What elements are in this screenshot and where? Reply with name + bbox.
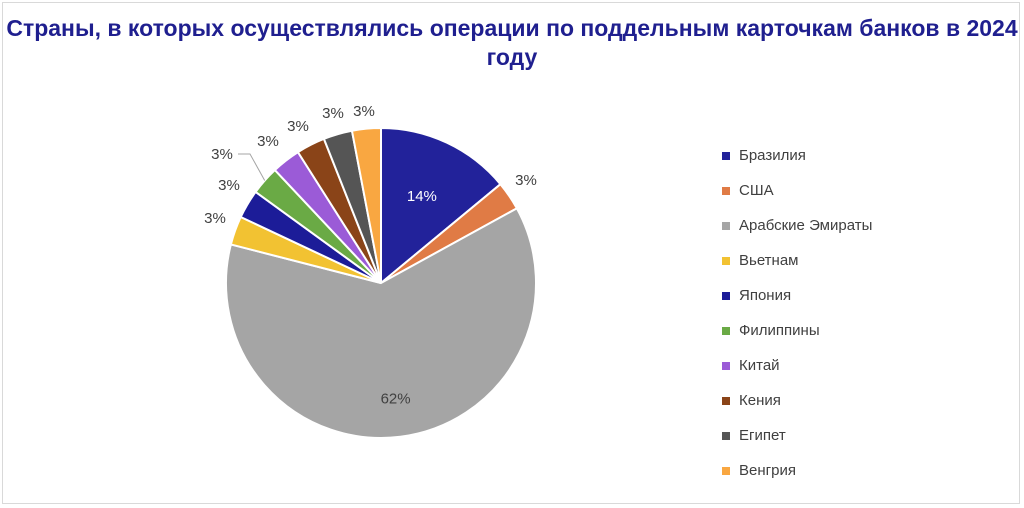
legend-item-вьетнам: Вьетнам bbox=[722, 243, 872, 278]
legend-label: Египет bbox=[739, 427, 786, 444]
legend-swatch bbox=[722, 361, 730, 370]
legend-swatch bbox=[722, 186, 730, 195]
legend-label: Китай bbox=[739, 357, 780, 374]
data-label-япония: 3% bbox=[218, 177, 240, 194]
legend-label: Вьетнам bbox=[739, 252, 799, 269]
legend-swatch bbox=[722, 326, 730, 335]
data-label-филиппины: 3% bbox=[211, 146, 233, 163]
legend-swatch bbox=[722, 291, 730, 300]
legend-swatch bbox=[722, 466, 730, 475]
legend-label: Филиппины bbox=[739, 322, 820, 339]
pie-slice-арабские-эмираты bbox=[225, 206, 537, 439]
data-label-вьетнам: 3% bbox=[204, 210, 226, 227]
data-label-арабские-эмираты: 62% bbox=[381, 390, 411, 407]
legend-item-египет: Египет bbox=[722, 418, 872, 453]
legend-label: Арабские Эмираты bbox=[739, 217, 873, 234]
legend-label: Япония bbox=[739, 287, 792, 304]
legend-item-кения: Кения bbox=[722, 383, 872, 418]
legend-item-венгрия: Венгрия bbox=[722, 453, 872, 488]
chart-title: Страны, в которых осуществлялись операци… bbox=[6, 15, 1018, 70]
leader-line-филиппины bbox=[238, 153, 266, 181]
legend-label: США bbox=[739, 182, 774, 199]
legend-item-филиппины: Филиппины bbox=[722, 313, 872, 348]
data-label-венгрия: 3% bbox=[353, 103, 375, 120]
pie-slice-бразилия bbox=[380, 126, 502, 286]
legend-swatch bbox=[722, 431, 730, 440]
legend-item-сша: США bbox=[722, 173, 872, 208]
legend-swatch bbox=[722, 396, 730, 405]
data-label-бразилия: 14% bbox=[407, 188, 437, 205]
chart-legend: Бразилия США Арабские Эмираты Вьетнам Япония… bbox=[722, 138, 872, 488]
legend-swatch bbox=[722, 221, 730, 230]
data-label-сша: 3% bbox=[515, 172, 537, 189]
data-label-египет: 3% bbox=[322, 105, 344, 122]
legend-swatch bbox=[722, 256, 730, 265]
legend-label: Кения bbox=[739, 392, 781, 409]
legend-item-бразилия: Бразилия bbox=[722, 138, 872, 173]
data-label-кения: 3% bbox=[287, 118, 309, 135]
legend-item-китай: Китай bbox=[722, 348, 872, 383]
legend-item-япония: Япония bbox=[722, 278, 872, 313]
data-label-китай: 3% bbox=[257, 133, 279, 150]
legend-label: Венгрия bbox=[739, 462, 796, 479]
legend-item-арабские-эмираты: Арабские Эмираты bbox=[722, 208, 872, 243]
pie-slice-венгрия bbox=[350, 126, 382, 284]
legend-label: Бразилия bbox=[739, 147, 806, 164]
legend-swatch bbox=[722, 151, 730, 160]
